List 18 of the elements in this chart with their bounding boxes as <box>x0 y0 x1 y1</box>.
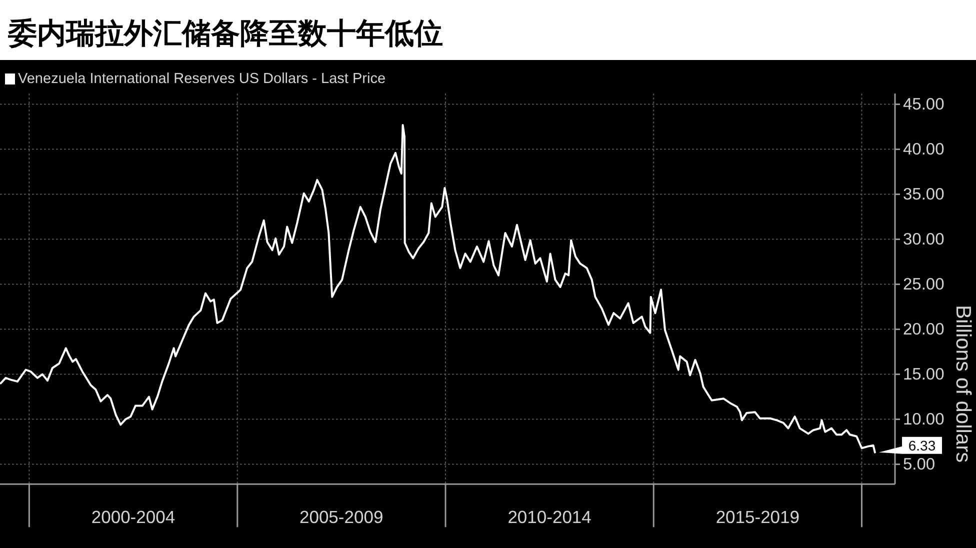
y-tick-label: 45.00 <box>903 95 944 114</box>
y-tick-label: 10.00 <box>903 410 944 428</box>
legend-label: Venezuela International Reserves US Dollars - Last Price <box>18 71 386 87</box>
chart-title: 委内瑞拉外汇储备降至数十年低位 <box>7 16 443 50</box>
y-tick-label: 40.00 <box>903 140 944 158</box>
line-series <box>0 124 876 454</box>
y-tick-label: 15.00 <box>903 365 944 384</box>
x-tick-label: 2000-2004 <box>91 507 176 528</box>
y-tick-label: 30.00 <box>903 230 944 248</box>
x-tick-label: 2015-2019 <box>716 507 800 528</box>
y-tick-label: 35.00 <box>903 185 944 204</box>
x-tick-label: 2005-2009 <box>299 507 384 528</box>
y-tick-label: 20.00 <box>903 320 944 338</box>
y-tick-label: 25.00 <box>903 275 944 294</box>
y-axis-title: Billions of dollars <box>952 305 974 463</box>
y-tick-label: 5.00 <box>903 455 936 474</box>
annotation: 6.33 <box>908 437 936 454</box>
x-tick-label: 2010-2014 <box>508 507 592 528</box>
